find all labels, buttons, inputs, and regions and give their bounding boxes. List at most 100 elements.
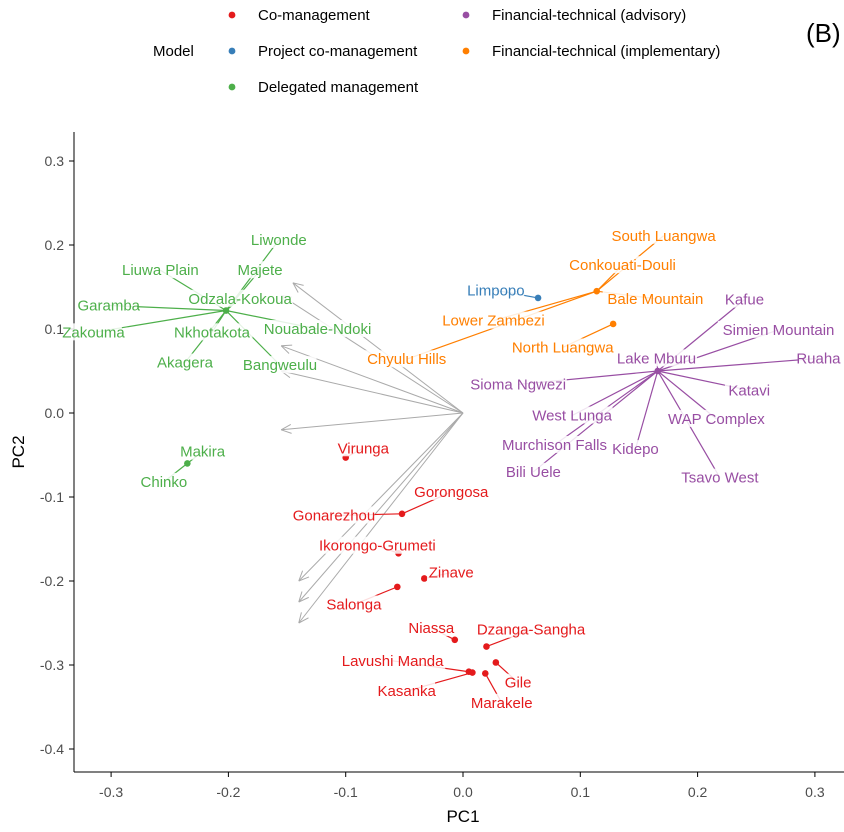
point-label-background <box>414 482 488 500</box>
y-tick-label: 0.2 <box>45 237 65 253</box>
data-point <box>420 575 428 582</box>
point-label-background <box>469 693 535 711</box>
x-tick-label: 0.1 <box>571 784 591 800</box>
point-label: Sioma Ngwezi <box>470 376 566 393</box>
legend-label-1: Co-management <box>258 7 371 24</box>
point-label: Conkouati-Douli <box>569 257 676 274</box>
point-label-background <box>358 350 456 368</box>
point-label: Lake Mburu <box>617 350 696 367</box>
point-label-background <box>478 620 584 638</box>
point-label-background <box>717 320 840 338</box>
point-label: Ruaha <box>796 350 841 367</box>
legend-label-3: Delegated management <box>258 79 419 96</box>
legend: Model Co-management Project co-management… <box>153 7 720 96</box>
point-label-background <box>407 619 456 637</box>
loading-arrow <box>298 412 464 603</box>
point-label: Katavi <box>728 382 770 399</box>
point-label-background <box>610 226 717 244</box>
point-label: Nouabale-Ndoki <box>264 321 372 338</box>
point-label-background <box>531 406 613 424</box>
loading-arrowhead <box>280 423 292 431</box>
loading-arrowhead <box>281 429 292 434</box>
point-label-background <box>501 673 535 691</box>
loading-arrowhead <box>298 596 309 603</box>
point-label-background <box>250 230 308 248</box>
loading-arrowhead <box>298 612 302 624</box>
point-label-background <box>493 435 616 453</box>
data-point <box>469 669 476 676</box>
point-label: Marakele <box>471 695 533 712</box>
x-tick-label: 0.3 <box>805 784 825 800</box>
data-point <box>593 287 601 295</box>
data-point <box>534 294 542 302</box>
point-label: Bale Mountain <box>607 291 703 308</box>
loading-arrow <box>292 282 464 414</box>
point-label-background <box>724 290 765 308</box>
point-label: Lower Zambezi <box>442 313 545 330</box>
data-point <box>481 670 489 677</box>
point-label: Liwonde <box>251 232 307 249</box>
point-label-background <box>467 281 525 299</box>
x-axis-title: PC1 <box>446 807 479 826</box>
x-tick-label: -0.3 <box>99 784 123 800</box>
loading-arrowhead <box>292 282 304 286</box>
point-label-background <box>724 381 774 399</box>
y-tick-label: 0.3 <box>45 153 65 169</box>
axes: -0.3 -0.2 -0.1 0.0 0.1 0.2 0.3 -0.4 -0.3 -0.2 -0.… <box>9 132 844 826</box>
point-label-background <box>561 256 684 274</box>
point-label-background <box>602 289 709 307</box>
point-label: Chyulu Hills <box>367 351 446 368</box>
point-label-background <box>611 440 660 458</box>
x-tick-label: 0.2 <box>688 784 708 800</box>
data-point <box>398 510 406 518</box>
point-label-background <box>80 296 138 314</box>
point-label: Chinko <box>141 474 188 491</box>
point-label-background <box>510 338 616 356</box>
point-label: Bangweulu <box>243 357 317 374</box>
point-label: Simien Mountain <box>723 322 835 339</box>
point-label: Liuwa Plain <box>122 262 199 279</box>
point-label-background <box>325 595 383 613</box>
point-label: WAP Complex <box>668 411 765 428</box>
point-label-background <box>139 472 189 490</box>
loading-arrowhead <box>292 282 299 293</box>
point-label: Majete <box>238 262 283 279</box>
y-tick-label: -0.4 <box>40 741 64 757</box>
point-label-background <box>440 311 547 329</box>
point-label-background <box>171 323 253 341</box>
legend-label-2: Project co-management <box>258 43 418 60</box>
loading-arrowhead <box>280 345 290 354</box>
label-connector <box>225 310 281 366</box>
point-label: Dzanga-Sangha <box>477 622 586 639</box>
point-label: Niassa <box>408 620 455 637</box>
point-label-background <box>334 439 392 457</box>
data-point <box>394 583 401 591</box>
legend-key-5 <box>462 47 470 55</box>
point-label: Ikorongo-Grumeti <box>319 538 436 555</box>
legend-key-4 <box>462 11 470 19</box>
point-label: Kidepo <box>612 441 659 458</box>
point-label-background <box>178 442 227 460</box>
point-label: Bili Uele <box>506 464 561 481</box>
data-point <box>609 320 617 328</box>
loading-arrow <box>281 370 464 414</box>
point-label-background <box>115 261 205 279</box>
point-label-background <box>243 356 317 374</box>
point-label: Garamba <box>77 297 140 314</box>
x-tick-label: 0.0 <box>453 784 473 800</box>
point-label: North Luangwa <box>512 339 614 356</box>
point-label-background <box>679 468 761 486</box>
point-label: Nkhotakota <box>174 324 251 341</box>
data-point <box>654 367 662 375</box>
point-label: Odzala-Kokoua <box>188 291 292 308</box>
point-label-background <box>312 536 443 554</box>
point-label-background <box>616 349 698 367</box>
data-points <box>184 287 662 677</box>
point-label-background <box>798 349 839 367</box>
x-tick-label: -0.1 <box>334 784 358 800</box>
legend-key-1 <box>228 11 236 19</box>
loading-arrowhead <box>298 591 303 603</box>
loading-arrow <box>281 412 464 431</box>
data-point <box>451 636 459 644</box>
